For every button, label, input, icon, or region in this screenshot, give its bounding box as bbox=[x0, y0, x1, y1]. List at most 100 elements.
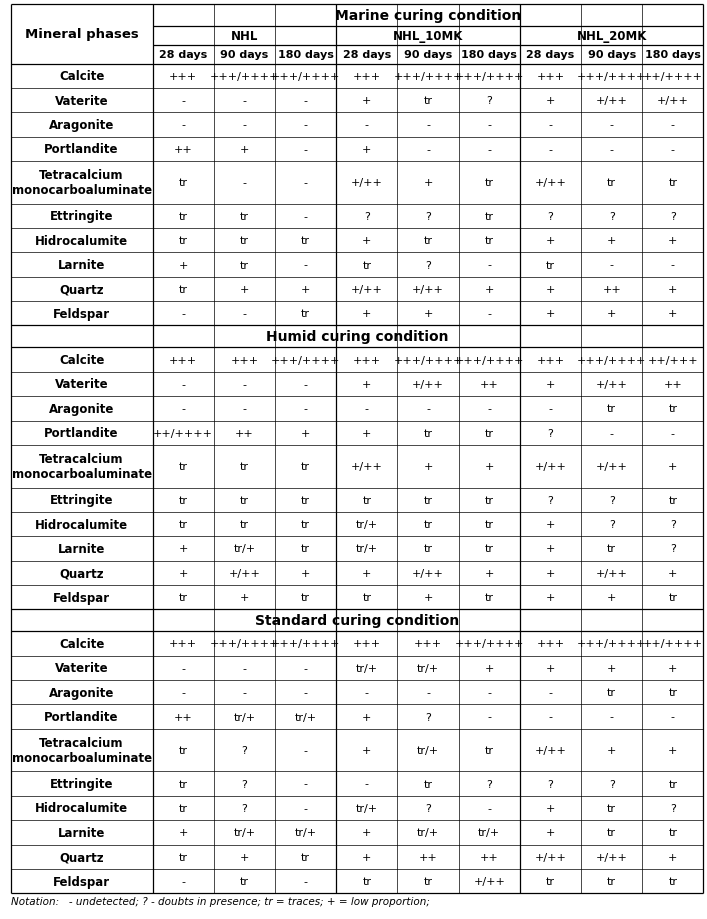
Text: tr: tr bbox=[301, 495, 310, 505]
Text: 90 days: 90 days bbox=[404, 50, 452, 60]
Text: Vaterite: Vaterite bbox=[55, 378, 108, 391]
Text: -: - bbox=[303, 403, 308, 414]
Text: tr: tr bbox=[179, 593, 188, 603]
Text: tr: tr bbox=[485, 495, 493, 505]
Text: Aragonite: Aragonite bbox=[49, 403, 115, 415]
Text: ++: ++ bbox=[419, 852, 438, 862]
Text: Feldspar: Feldspar bbox=[53, 308, 110, 321]
Text: -: - bbox=[671, 120, 675, 130]
Text: -: - bbox=[303, 778, 308, 789]
Text: tr: tr bbox=[423, 236, 433, 246]
Text: ?: ? bbox=[609, 519, 614, 529]
Text: Tetracalcium
monocarboaluminate: Tetracalcium monocarboaluminate bbox=[11, 169, 152, 197]
Text: ?: ? bbox=[486, 778, 492, 789]
Text: +++/++++: +++/++++ bbox=[210, 72, 279, 82]
Text: tr/+: tr/+ bbox=[356, 803, 378, 813]
Text: ?: ? bbox=[670, 803, 676, 813]
Text: -: - bbox=[549, 687, 552, 698]
Text: +: + bbox=[607, 236, 617, 246]
Text: Larnite: Larnite bbox=[58, 259, 105, 272]
Text: +: + bbox=[423, 593, 433, 603]
Text: tr: tr bbox=[485, 211, 493, 221]
Text: -: - bbox=[487, 687, 491, 698]
Text: Feldspar: Feldspar bbox=[53, 875, 110, 888]
Text: +++/++++: +++/++++ bbox=[455, 356, 524, 365]
Text: ++: ++ bbox=[663, 380, 682, 390]
Text: -: - bbox=[671, 712, 675, 721]
Text: ?: ? bbox=[609, 495, 614, 505]
Text: tr: tr bbox=[423, 428, 433, 438]
Text: Quartz: Quartz bbox=[59, 283, 104, 296]
Text: 180 days: 180 days bbox=[645, 50, 701, 60]
Text: +: + bbox=[423, 178, 433, 188]
Text: +++/++++: +++/++++ bbox=[271, 356, 340, 365]
Text: ?: ? bbox=[425, 803, 431, 813]
Text: ++: ++ bbox=[174, 712, 192, 721]
Text: +: + bbox=[362, 144, 372, 154]
Text: ?: ? bbox=[364, 211, 370, 221]
Text: -: - bbox=[303, 211, 308, 221]
Text: +: + bbox=[484, 568, 494, 578]
Text: -: - bbox=[609, 144, 614, 154]
Text: Notation:   - undetected; ? - doubts in presence; tr = traces; + = low proportio: Notation: - undetected; ? - doubts in pr… bbox=[11, 896, 429, 906]
Text: +: + bbox=[668, 664, 677, 673]
Text: +: + bbox=[546, 544, 555, 554]
Text: +++: +++ bbox=[537, 356, 564, 365]
Text: tr: tr bbox=[179, 852, 188, 862]
Text: tr: tr bbox=[363, 876, 371, 886]
Text: ?: ? bbox=[547, 778, 554, 789]
Text: -: - bbox=[671, 428, 675, 438]
Text: +/++: +/++ bbox=[596, 568, 628, 578]
Text: -: - bbox=[365, 687, 369, 698]
Text: tr: tr bbox=[240, 236, 249, 246]
Text: +++: +++ bbox=[414, 639, 442, 649]
Text: Calcite: Calcite bbox=[59, 637, 105, 651]
Text: tr/+: tr/+ bbox=[417, 745, 439, 755]
Text: tr: tr bbox=[485, 178, 493, 188]
Text: Aragonite: Aragonite bbox=[49, 686, 115, 699]
Text: tr: tr bbox=[301, 544, 310, 554]
Text: -: - bbox=[243, 96, 247, 106]
Text: -: - bbox=[487, 803, 491, 813]
Text: Ettringite: Ettringite bbox=[50, 777, 113, 790]
Text: +++: +++ bbox=[537, 72, 564, 82]
Text: tr: tr bbox=[179, 285, 188, 295]
Text: +: + bbox=[240, 852, 249, 862]
Text: -: - bbox=[426, 403, 430, 414]
Text: +++/++++: +++/++++ bbox=[577, 72, 646, 82]
Text: +: + bbox=[423, 309, 433, 319]
Text: +: + bbox=[546, 519, 555, 529]
Text: -: - bbox=[487, 120, 491, 130]
Text: +/++: +/++ bbox=[351, 461, 382, 471]
Text: +++/++++: +++/++++ bbox=[455, 72, 524, 82]
Text: -: - bbox=[609, 120, 614, 130]
Text: ++: ++ bbox=[602, 285, 621, 295]
Text: tr: tr bbox=[485, 428, 493, 438]
Text: tr: tr bbox=[607, 876, 617, 886]
Text: tr: tr bbox=[546, 876, 555, 886]
Text: -: - bbox=[549, 403, 552, 414]
Text: tr: tr bbox=[301, 519, 310, 529]
Text: tr: tr bbox=[363, 593, 371, 603]
Text: -: - bbox=[243, 120, 247, 130]
Text: tr: tr bbox=[668, 778, 677, 789]
Text: +: + bbox=[301, 285, 310, 295]
Text: -: - bbox=[609, 428, 614, 438]
Text: tr: tr bbox=[607, 827, 617, 837]
Text: -: - bbox=[243, 664, 247, 673]
Text: ++/++++: ++/++++ bbox=[643, 72, 703, 82]
Text: -: - bbox=[303, 144, 308, 154]
Text: +/++: +/++ bbox=[596, 96, 628, 106]
Text: Vaterite: Vaterite bbox=[55, 662, 108, 675]
Text: +: + bbox=[362, 428, 372, 438]
Text: -: - bbox=[181, 380, 185, 390]
Text: -: - bbox=[487, 403, 491, 414]
Text: tr: tr bbox=[607, 178, 617, 188]
Text: +: + bbox=[546, 309, 555, 319]
Text: tr: tr bbox=[423, 495, 433, 505]
Text: +: + bbox=[546, 285, 555, 295]
Text: +: + bbox=[668, 568, 677, 578]
Text: tr: tr bbox=[485, 544, 493, 554]
Text: +/++: +/++ bbox=[412, 285, 444, 295]
Text: -: - bbox=[243, 178, 247, 188]
